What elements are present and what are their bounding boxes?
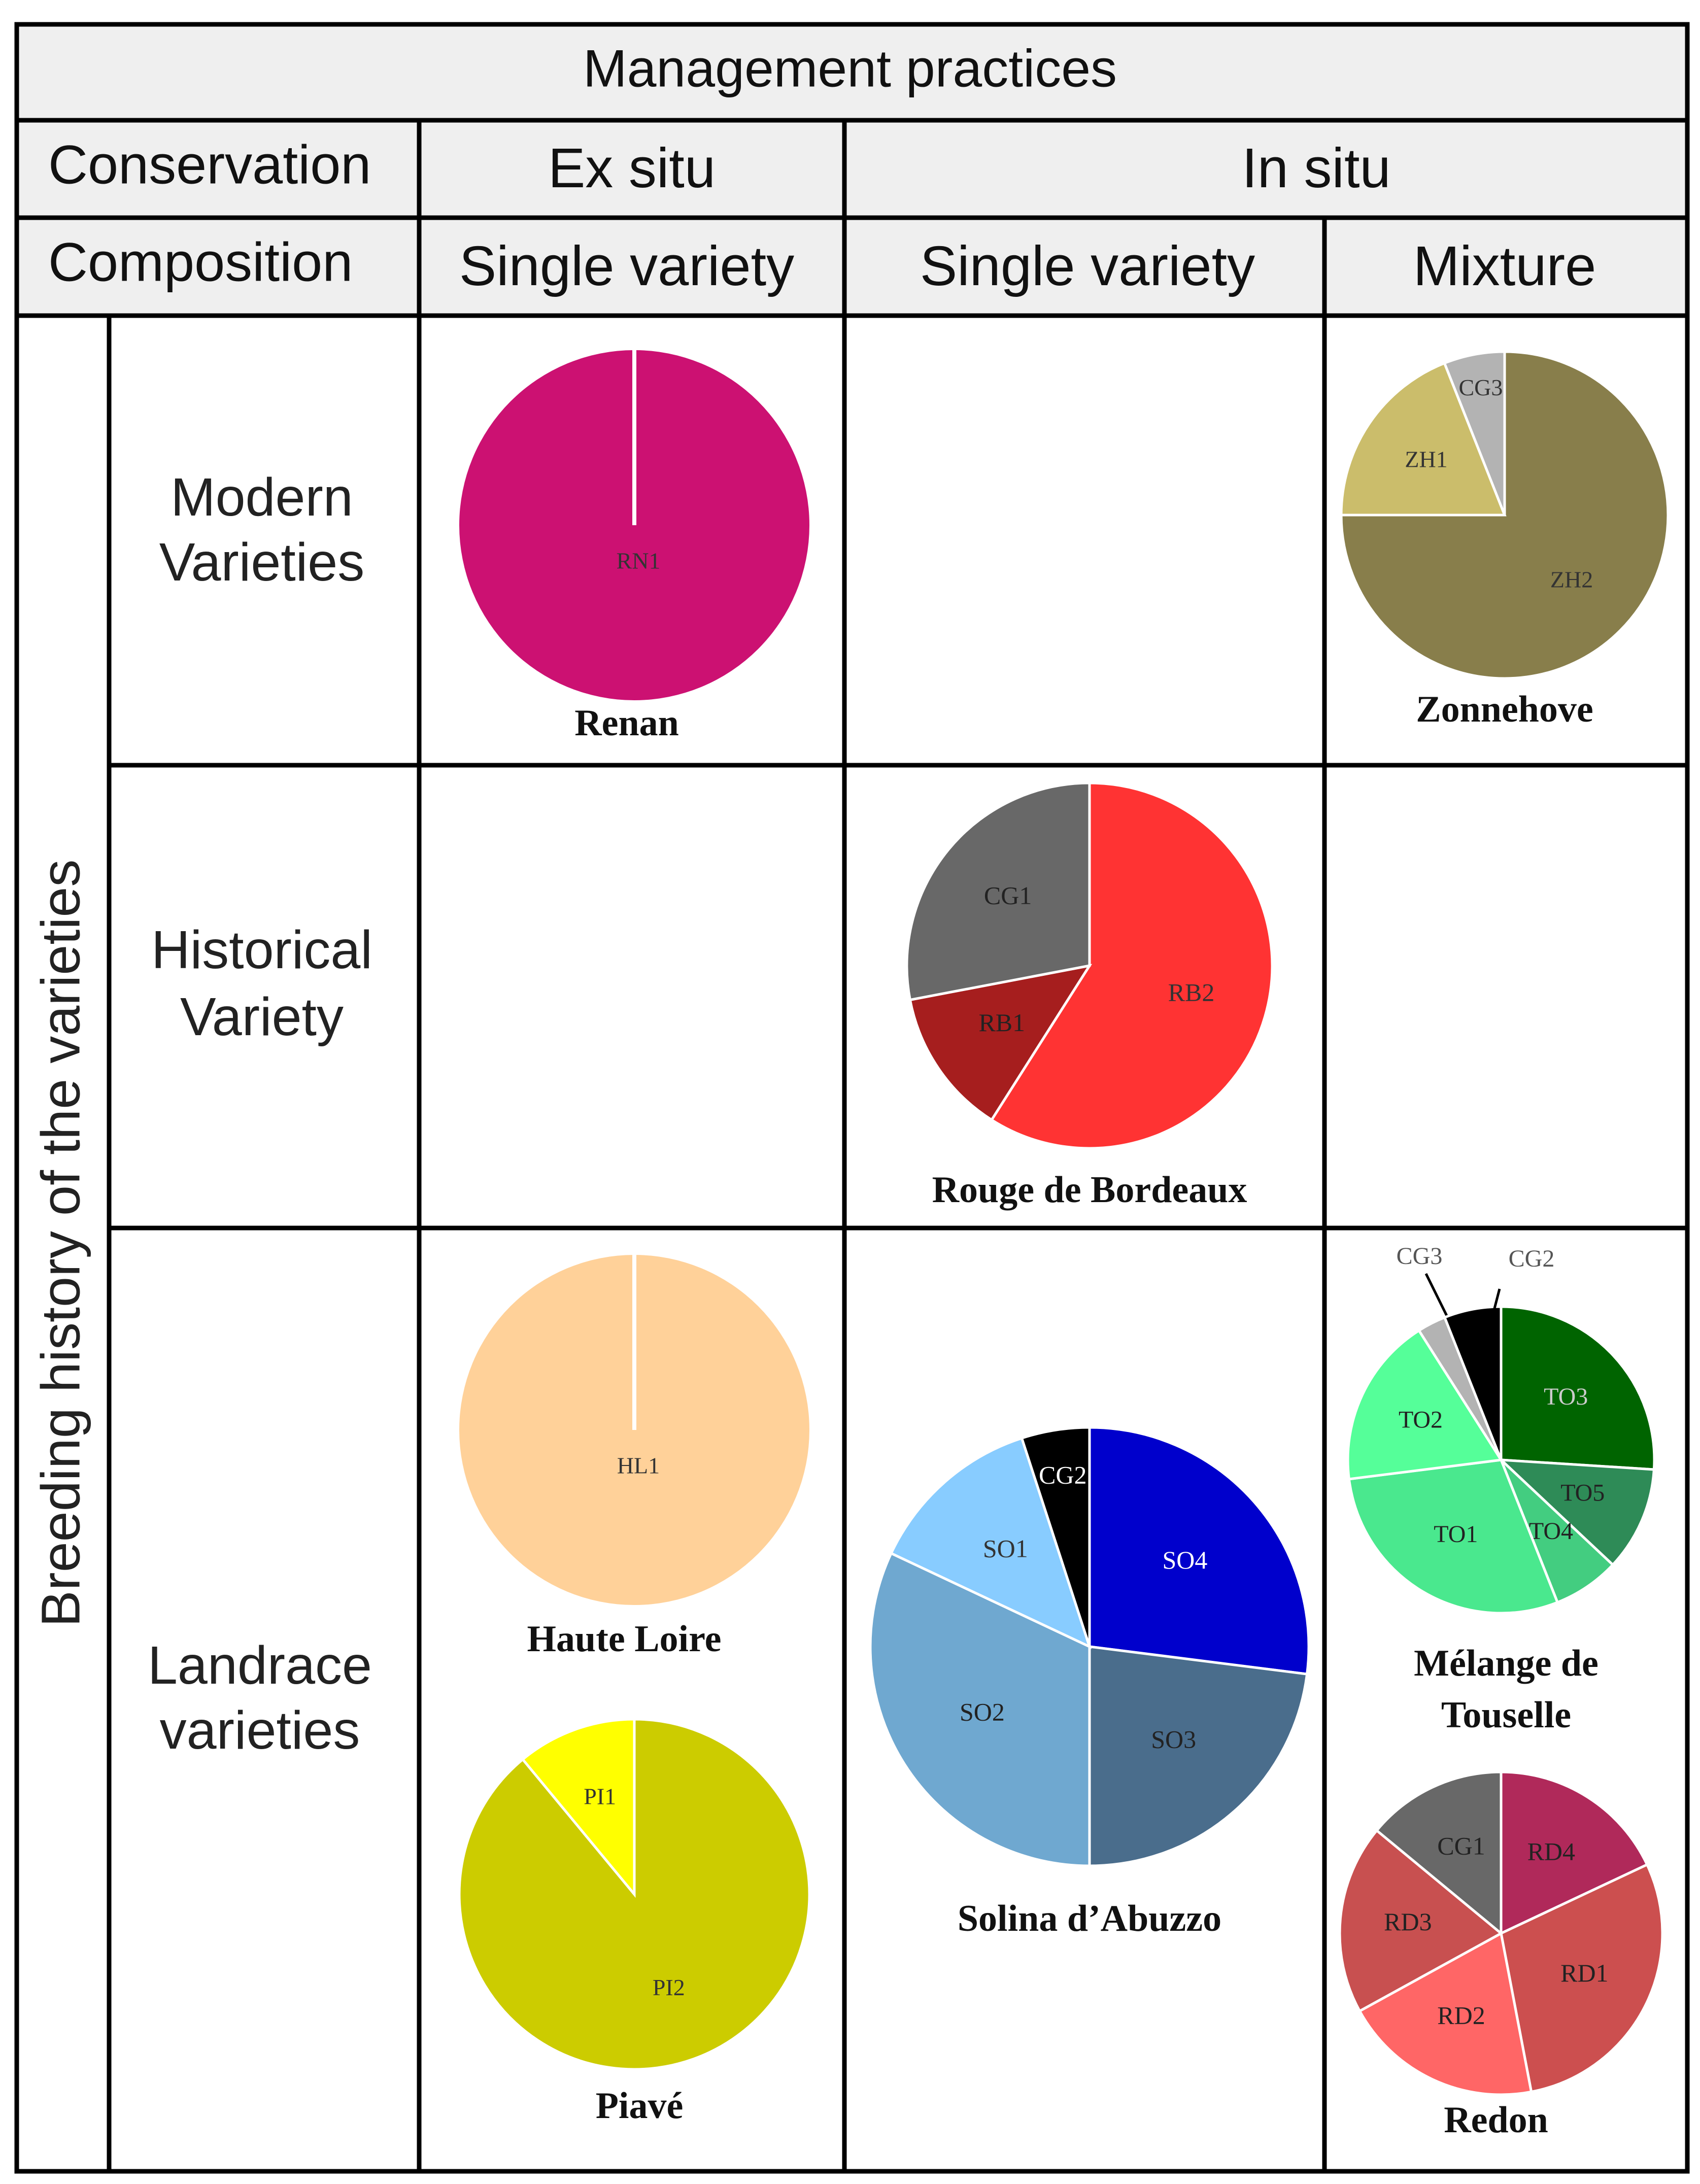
slice-cg2: [1443, 1305, 1503, 1460]
slice-label-rb1: RB1: [978, 1008, 1025, 1037]
slice-pi1: [521, 1718, 636, 1898]
slice-label-rd2: RD2: [1437, 2001, 1485, 2029]
slice-label-rb2: RB2: [1168, 978, 1215, 1007]
leader-line-cg3: [1424, 1273, 1451, 1323]
slice-to5: [1498, 1458, 1656, 1567]
slice-to2: [1346, 1328, 1504, 1481]
slice-rd3: [1338, 1828, 1504, 2013]
slice-so2: [869, 1551, 1091, 1867]
slice-label-to5: TO5: [1560, 1480, 1605, 1507]
slice-so4: [1088, 1426, 1310, 1676]
slice-label-cg3: CG3: [1458, 374, 1503, 400]
slice-label-cg3: CG3: [1397, 1243, 1443, 1270]
table-grid: [14, 22, 1690, 2174]
leader-line-cg2: [1491, 1288, 1501, 1315]
header-title: Management practices: [583, 39, 1117, 98]
slice-label-to2: TO2: [1399, 1406, 1443, 1433]
pie-zonnehove: ZH2 ZH1 CG3 Zonnehove: [1340, 350, 1670, 730]
slice-rd1: [1500, 1863, 1664, 2094]
pie-title-piave: Piavé: [596, 2085, 684, 2127]
header-composition-bg: [17, 219, 1687, 314]
slice-label-to1: TO1: [1434, 1521, 1478, 1548]
slice-label-so4: SO4: [1162, 1546, 1207, 1574]
slice-label-cg2: CG2: [1509, 1245, 1555, 1272]
row-label-landrace-1: Landrace: [148, 1635, 372, 1695]
pie-piave: PI2 PI1 Piavé: [458, 1718, 811, 2127]
slice-cg1: [1375, 1770, 1503, 1936]
slice-label-rd1: RD1: [1560, 1959, 1608, 1987]
header-conservation-bg: [17, 122, 1687, 216]
slice-to1: [1347, 1458, 1559, 1615]
slice-rd2: [1357, 1931, 1533, 2096]
slice-label-zh1: ZH1: [1405, 447, 1447, 472]
pie-charts: RN1 Renan ZH2 ZH1 CG3 Zonnehove RB2 RB1 CG1 Rouge…: [458, 350, 1670, 2141]
slice-label-so3: SO3: [1151, 1725, 1196, 1753]
row-label-modern-2: Varieties: [159, 532, 365, 592]
row-label-historical-1: Historical: [151, 920, 372, 980]
pie-rouge-de-bordeaux: RB2 RB1 CG1 Rouge de Bordeaux: [905, 781, 1274, 1211]
pie-renan: RN1 Renan: [459, 350, 809, 744]
pie-haute-loire: HL1 Haute Loire: [459, 1255, 809, 1660]
header-ex-situ: Ex situ: [548, 137, 716, 199]
slice-label-zh2: ZH2: [1550, 567, 1593, 593]
header-conservation: Conservation: [48, 134, 371, 195]
pie-title-redon: Redon: [1444, 2099, 1548, 2141]
pie-title-melange-de-touselle-line-1: Mélange de: [1414, 1643, 1599, 1684]
slice-label-so2: SO2: [960, 1698, 1005, 1726]
slice-so1: [889, 1436, 1092, 1649]
slice-rb1: [908, 964, 1093, 1122]
slice-label-cg1: CG1: [984, 881, 1032, 909]
slice-label-so1: SO1: [983, 1534, 1028, 1563]
header-mixture: Mixture: [1413, 235, 1596, 297]
slice-cg1: [905, 781, 1091, 1002]
slice-label-cg2: CG2: [1039, 1461, 1086, 1489]
slice-label-cg1: CG1: [1437, 1832, 1485, 1860]
pie-title-renan: Renan: [574, 702, 679, 744]
slice-label-rd4: RD4: [1527, 1837, 1575, 1866]
pie-title-melange-de-touselle-line-2: Touselle: [1441, 1694, 1571, 1736]
pie-melange-de-touselle: TO3 TO5 TO4 TO1 TO2 CG3 CG2 Mélange de Touselle: [1346, 1243, 1656, 1736]
slice-label-rd3: RD3: [1384, 1907, 1432, 1936]
side-label-breeding-history: Breeding history of the varieties: [30, 860, 91, 1627]
slice-zh1: [1340, 361, 1507, 517]
header-single-variety-in: Single variety: [920, 235, 1255, 297]
header-title-bg: [17, 24, 1687, 119]
row-label-historical-2: Variety: [180, 987, 344, 1047]
slice-label-pi2: PI2: [653, 1974, 685, 2000]
pie-solina-dabuzzo: SO4 SO3 SO2 SO1 CG2 Solina d’Abuzzo: [869, 1426, 1310, 1939]
slice-so3: [1088, 1645, 1309, 1867]
pie-title-zonnehove: Zonnehove: [1416, 689, 1593, 730]
row-label-modern-1: Modern: [171, 467, 353, 527]
slice-to3: [1500, 1305, 1656, 1471]
slice-label-pi1: PI1: [584, 1783, 616, 1809]
slice-to4: [1500, 1459, 1615, 1605]
slice-cg2: [1020, 1426, 1091, 1647]
pie-title-rouge-de-bordeaux: Rouge de Bordeaux: [932, 1169, 1247, 1211]
header-composition: Composition: [48, 231, 353, 293]
row-label-landrace-2: varieties: [160, 1700, 360, 1760]
slice-label-hl1: HL1: [617, 1453, 660, 1479]
slice-rb2: [990, 781, 1274, 1150]
header-in-situ: In situ: [1242, 137, 1390, 199]
outer-border: [14, 22, 1690, 2174]
pie-title-solina-dabuzzo: Solina d’Abuzzo: [958, 1898, 1221, 1939]
pie-title-haute-loire: Haute Loire: [527, 1618, 722, 1660]
slice-cg3: [1443, 350, 1506, 516]
header-single-variety-ex: Single variety: [459, 235, 794, 297]
slice-label-rn1: RN1: [617, 548, 661, 574]
pie-redon: RD4 RD1 RD2 RD3 CG1 Redon: [1338, 1770, 1664, 2141]
slice-rd4: [1500, 1770, 1649, 1935]
slice-label-to4: TO4: [1529, 1518, 1573, 1545]
slice-label-to3: TO3: [1544, 1383, 1588, 1410]
